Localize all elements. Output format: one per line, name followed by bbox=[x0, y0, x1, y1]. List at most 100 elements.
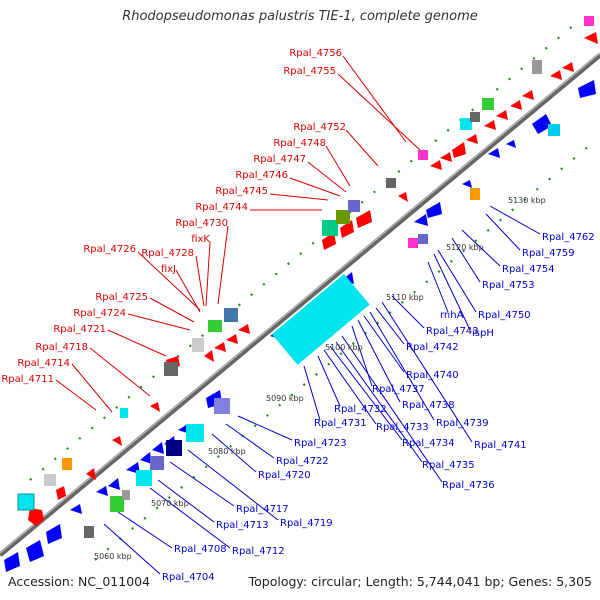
orange-feature bbox=[470, 188, 480, 200]
leader-line bbox=[375, 307, 405, 345]
leader-line bbox=[137, 251, 201, 311]
guide-dot-line bbox=[94, 144, 591, 561]
leader-line bbox=[437, 249, 477, 313]
cds-feature bbox=[70, 504, 82, 514]
label-leaders-top bbox=[55, 55, 421, 413]
cds-feature bbox=[506, 140, 516, 148]
gene-label: Rpal_4722 bbox=[276, 456, 329, 467]
cds-feature bbox=[86, 468, 96, 480]
gray-feature bbox=[122, 490, 130, 500]
leader-line bbox=[329, 345, 403, 441]
gene-label: rnhA bbox=[440, 310, 464, 321]
gray-feature bbox=[386, 178, 396, 188]
tick-label: 5100 kbp bbox=[325, 343, 363, 352]
gene-label: Rpal_4704 bbox=[162, 572, 215, 583]
gene-label: Rpal_4714 bbox=[17, 358, 70, 369]
cds-feature bbox=[562, 62, 574, 72]
gray-feature bbox=[192, 338, 204, 352]
cds-feature bbox=[510, 100, 522, 110]
leader-line bbox=[149, 487, 231, 549]
purple-feature bbox=[348, 200, 360, 212]
gene-label: Rpal_4735 bbox=[422, 460, 475, 471]
tick-label: 5120 kbp bbox=[446, 243, 484, 252]
gene-label: Rpal_4748 bbox=[273, 138, 326, 149]
cds-feature bbox=[152, 442, 164, 454]
cds-feature bbox=[488, 148, 500, 158]
backbone-highlight bbox=[0, 52, 600, 554]
cds-feature bbox=[484, 120, 496, 130]
cds-feature bbox=[440, 152, 452, 162]
gene-label: Rpal_4746 bbox=[235, 170, 288, 181]
gene-label: Rpal_4730 bbox=[175, 218, 228, 229]
blue-feature bbox=[224, 308, 238, 322]
gene-label: Rpal_4719 bbox=[280, 518, 333, 529]
leader-line bbox=[103, 523, 161, 575]
cds-feature bbox=[112, 436, 122, 446]
gene-label: Rpal_4717 bbox=[236, 504, 289, 515]
gene-label: Rpal_4728 bbox=[141, 248, 194, 259]
cds-feature bbox=[584, 32, 598, 44]
leader-line bbox=[289, 177, 341, 197]
cds-feature bbox=[414, 214, 428, 226]
cds-feature bbox=[204, 350, 214, 362]
purple-feature bbox=[150, 456, 164, 470]
leader-line bbox=[117, 511, 173, 549]
gene-label: Rpal_4734 bbox=[402, 438, 455, 449]
forward-strand-features bbox=[28, 32, 598, 526]
leader-line bbox=[342, 55, 407, 143]
gene-label: Rpal_4732 bbox=[334, 404, 387, 415]
navy-feature bbox=[166, 440, 182, 456]
cyan-feature bbox=[186, 424, 204, 442]
cds-feature bbox=[356, 210, 372, 228]
gene-label: Rpal_4725 bbox=[95, 292, 148, 303]
gene-label: Rpal_4718 bbox=[35, 342, 88, 353]
cyan-feature bbox=[548, 124, 560, 136]
magenta-feature bbox=[408, 238, 418, 248]
leader-line bbox=[149, 297, 195, 323]
gene-label: Rpal_4742 bbox=[406, 342, 459, 353]
cds-feature bbox=[4, 552, 20, 572]
olive-feature bbox=[336, 210, 350, 224]
leader-line bbox=[307, 161, 347, 193]
cds-feature bbox=[56, 486, 66, 500]
tick-label: 5060 kbp bbox=[94, 552, 132, 561]
gene-labels-bottom: Rpal_4762 Rpal_4759 Rpal_4754 Rpal_4753 … bbox=[162, 232, 595, 583]
cds-feature bbox=[46, 524, 62, 544]
gene-label: Rpal_4712 bbox=[232, 546, 285, 557]
gene-label: Rpal_4731 bbox=[314, 418, 367, 429]
leader-line bbox=[433, 253, 471, 331]
leader-line bbox=[187, 449, 279, 521]
cds-feature bbox=[522, 90, 534, 100]
cds-feature bbox=[150, 402, 160, 412]
leader-line bbox=[337, 73, 421, 151]
gene-label: Rpal_4721 bbox=[53, 324, 106, 335]
green-feature bbox=[110, 496, 124, 512]
leader-line bbox=[369, 311, 435, 421]
cds-feature bbox=[452, 142, 466, 158]
cds-feature bbox=[26, 540, 44, 562]
green-feature bbox=[208, 320, 222, 332]
gene-label: Rpal_4738 bbox=[402, 400, 455, 411]
gene-label: Rpal_4720 bbox=[258, 470, 311, 481]
cds-feature bbox=[462, 180, 472, 188]
gene-label: Rpal_4726 bbox=[83, 244, 136, 255]
leader-line bbox=[127, 313, 191, 331]
leader-line bbox=[217, 225, 229, 305]
tick-label: 5130 kbp bbox=[508, 196, 546, 205]
gene-label: Rpal_4754 bbox=[502, 264, 555, 275]
gene-label: Rpal_4759 bbox=[522, 248, 575, 259]
gene-label: Rpal_4752 bbox=[293, 122, 346, 133]
purple-feature bbox=[418, 234, 428, 244]
genome-backbone bbox=[0, 52, 600, 557]
cds-feature bbox=[398, 192, 408, 202]
genome-summary: Topology: circular; Length: 5,744,041 bp… bbox=[248, 574, 592, 589]
gray-feature bbox=[44, 474, 56, 486]
leader-line bbox=[391, 295, 425, 329]
cds-feature bbox=[96, 486, 108, 496]
leader-line bbox=[357, 319, 401, 403]
tick-label: 5110 kbp bbox=[386, 293, 424, 302]
leader-line bbox=[237, 415, 293, 441]
gene-label: Rpal_4741 bbox=[474, 440, 527, 451]
